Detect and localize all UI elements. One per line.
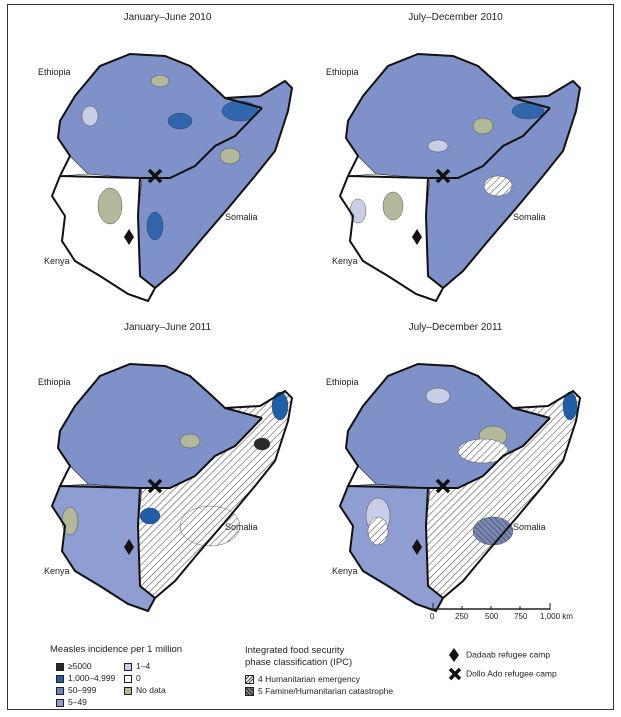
x-icon [147, 478, 163, 494]
diamond-icon [124, 539, 134, 555]
color-swatch [56, 698, 64, 707]
district-region [382, 191, 404, 221]
district-region [81, 105, 99, 127]
panel-title: January–June 2011 [123, 322, 212, 333]
district-region [457, 438, 509, 464]
incidence-label: ≥5000 [68, 661, 92, 671]
incidence-item: ≥5000 [56, 661, 92, 671]
district-region [472, 516, 514, 546]
color-swatch [124, 662, 132, 671]
ipc-item-5: 5 Famine/Humanitarian catastrophe [245, 686, 394, 697]
hatch-5-swatch [245, 687, 254, 697]
district-region [271, 391, 289, 421]
incidence-label: 1–4 [136, 661, 151, 671]
x-icon [435, 478, 451, 494]
diamond-icon [449, 648, 459, 662]
scale-tick: 750 [514, 612, 528, 621]
color-swatch [56, 674, 64, 683]
map [50, 52, 294, 303]
map [338, 362, 582, 613]
district-region [253, 437, 271, 451]
ipc-item-label: 4 Humanitarian emergency [258, 674, 361, 684]
incidence-label: 0 [136, 673, 141, 683]
scale-tick: 250 [455, 612, 469, 621]
ipc-item-label: 5 Famine/Humanitarian catastrophe [258, 686, 394, 696]
incidence-label: 5–49 [68, 697, 87, 707]
hatch-4-swatch [245, 675, 254, 685]
camp-label: Dollo Ado refugee camp [466, 668, 557, 679]
label-kenya: Kenya [44, 566, 70, 576]
district-region [179, 505, 241, 547]
district-region [219, 147, 241, 165]
district-region [483, 175, 513, 197]
label-ethiopia: Ethiopia [326, 377, 359, 387]
map [338, 52, 582, 303]
diamond-icon [412, 539, 422, 555]
label-kenya: Kenya [332, 566, 358, 576]
color-swatch [124, 674, 132, 683]
district-region [367, 516, 389, 546]
incidence-item: 1–4 [124, 661, 150, 671]
district-region [427, 139, 449, 153]
district-region [150, 74, 170, 88]
map-panel: July–December 2011 Ethiopia Somalia Kenya [318, 322, 593, 622]
panel-title: July–December 2010 [408, 12, 503, 23]
label-kenya: Kenya [332, 256, 358, 266]
color-swatch [56, 686, 64, 695]
color-swatch [124, 686, 132, 695]
ipc-legend-title-2: phase classification (IPC) [245, 657, 353, 668]
camp-label: Dadaab refugee camp [466, 649, 551, 660]
country-borders [338, 52, 582, 303]
incidence-item: 50–999 [56, 685, 96, 695]
panel-title: January–June 2010 [123, 12, 212, 23]
incidence-item: 1,000–4,999 [56, 673, 115, 683]
district-region [146, 211, 164, 241]
x-icon [147, 168, 163, 184]
district-region [139, 507, 161, 525]
color-swatch [56, 662, 64, 671]
label-somalia: Somalia [513, 522, 546, 532]
district-region [472, 117, 494, 135]
x-icon [448, 667, 462, 681]
ipc-legend-title-1: Integrated food security [245, 645, 345, 656]
district-region [425, 387, 451, 405]
country-borders [50, 52, 294, 303]
incidence-item: 5–49 [56, 697, 87, 707]
country-borders [50, 362, 294, 613]
map-panel: July–December 2010 Ethiopia Somalia Kenya [318, 12, 593, 312]
x-icon [435, 168, 451, 184]
district-region [97, 187, 123, 225]
scale-tick: 0 [430, 612, 435, 621]
scale-tick: 500 [485, 612, 499, 621]
map-panel: January–June 2010 Ethiopia Somalia Kenya [30, 12, 305, 312]
camp-dadaab: Dadaab refugee camp [448, 648, 550, 662]
incidence-label: 50–999 [68, 685, 97, 695]
map [50, 362, 294, 613]
label-ethiopia: Ethiopia [38, 67, 71, 77]
camp-dollo-ado: Dollo Ado refugee camp [448, 667, 557, 681]
ipc-item-4: 4 Humanitarian emergency [245, 674, 361, 685]
label-somalia: Somalia [225, 212, 258, 222]
incidence-label: 1,000–4,999 [68, 673, 116, 683]
country-borders [338, 362, 582, 613]
district-region [179, 433, 201, 449]
diamond-icon [412, 229, 422, 245]
incidence-item: 0 [124, 673, 141, 683]
district-region [167, 112, 193, 130]
scale-tick: 1,000 km [540, 612, 573, 621]
diamond-icon [124, 229, 134, 245]
incidence-legend-title: Measles incidence per 1 million [50, 644, 183, 655]
incidence-label: No data [136, 685, 166, 695]
label-somalia: Somalia [513, 212, 546, 222]
incidence-item: No data [124, 685, 166, 695]
label-ethiopia: Ethiopia [38, 377, 71, 387]
label-somalia: Somalia [225, 522, 258, 532]
scale-bar [432, 603, 551, 610]
map-panel: January–June 2011 Ethiopia Somalia Kenya [30, 322, 305, 622]
label-ethiopia: Ethiopia [326, 67, 359, 77]
panel-title: July–December 2011 [408, 322, 503, 333]
label-kenya: Kenya [44, 256, 70, 266]
